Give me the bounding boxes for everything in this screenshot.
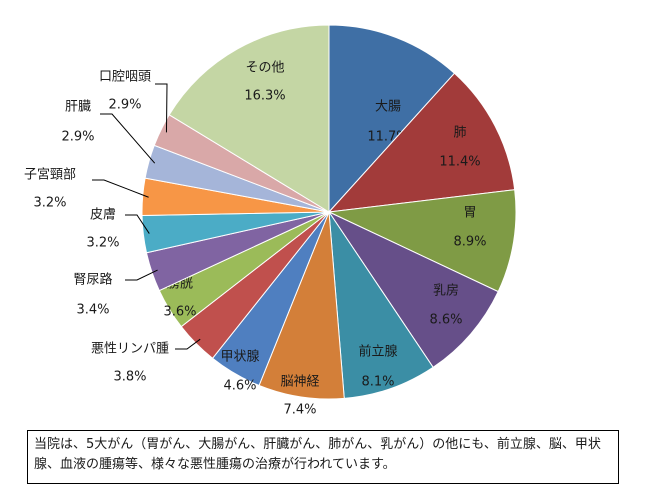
slice-value: 11.4% [439,155,480,170]
pie-slice [168,24,330,213]
slice-name: 乳房 [433,283,459,299]
leader-line [125,269,158,281]
slice-name: 肝臓 [65,100,91,115]
slice-value: 8.9% [453,235,486,250]
slice-name: その他 [245,61,284,76]
slice-name: 口腔咽頭 [99,70,151,85]
slice-value: 2.9% [108,98,141,113]
slice-name: 胃 [463,206,476,221]
leader-line [125,214,150,234]
slice-name: 大腸 [375,100,401,115]
slice-value: 8.1% [361,375,394,390]
pie-slice [327,72,516,213]
slice-value: 3.4% [76,303,109,318]
slice-name: 肺 [453,126,466,141]
slice-value: 3.2% [86,236,119,251]
slice-value: 3.6% [163,305,196,320]
slice-name: 前立腺 [358,344,397,360]
leader-line [100,113,156,164]
pie-slice [327,189,517,293]
slice-name: 皮膚 [90,207,116,223]
pie-slice [328,210,434,399]
slice-name: 悪性リンパ腫 [91,341,169,357]
slice-value: 8.6% [429,313,462,328]
pie-slice [328,24,456,214]
slice-value: 16.3% [244,89,285,104]
slice-value: 2.9% [61,130,94,145]
slice-name: 腎尿路 [73,272,112,288]
slice-name: 子宮頸部 [24,167,76,183]
slice-name: 甲状腺 [220,350,259,365]
note: 当院は、5大がん（胃がん、大腸がん、肝臓がん、肺がん、乳がん）の他にも、前立腺、… [27,430,619,484]
slice-value: 4.6% [223,379,256,394]
slice-value: 7.4% [283,403,316,418]
slice-name: 脳神経 [280,375,319,390]
leader-line [175,338,201,350]
pie-slice [327,210,499,369]
slice-value: 3.2% [33,196,66,211]
leader-line [155,83,168,133]
slice-value: 3.8% [113,370,146,385]
leader-line [92,179,149,198]
